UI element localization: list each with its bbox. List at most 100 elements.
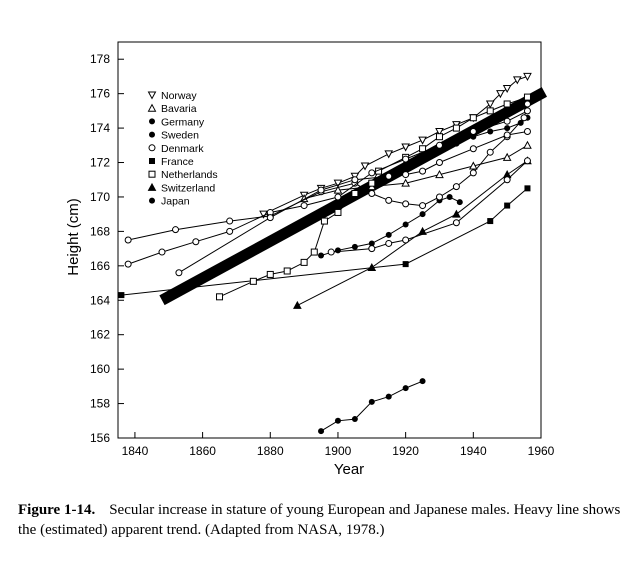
data-point (402, 236, 410, 244)
x-axis-title: Year (334, 461, 364, 478)
y-tick-label: 164 (90, 293, 110, 307)
data-point (504, 202, 511, 209)
data-point (402, 161, 409, 168)
legend-label: Denmark (161, 143, 204, 155)
y-tick-label: 176 (90, 87, 110, 101)
series-layer (118, 72, 548, 435)
series-sweden (402, 114, 531, 168)
legend-label: Sweden (161, 130, 199, 142)
data-point (300, 258, 308, 266)
legend-marker (149, 131, 155, 138)
y-tick-label: 170 (90, 190, 110, 204)
y-tick-label: 160 (90, 362, 110, 376)
data-point (300, 202, 308, 210)
legend-marker (149, 158, 155, 164)
data-point (402, 385, 409, 392)
data-point (502, 152, 512, 161)
axes: 1840 1860 1880 1900 1920 1940 1960 156 158 160 162… (90, 52, 555, 458)
series-switzerland (293, 156, 532, 309)
data-point (124, 236, 132, 244)
secular-height-chart: 1840 1860 1880 1900 1920 1940 1960 156 158 160 162… (65, 41, 555, 478)
data-point (118, 292, 125, 299)
data-point (419, 211, 426, 218)
data-point (334, 417, 341, 424)
data-point (487, 218, 494, 225)
legend-marker (149, 197, 155, 204)
series-bavaria (299, 140, 532, 203)
data-point (333, 179, 343, 188)
data-point (523, 128, 531, 136)
data-point (456, 199, 463, 206)
data-point (502, 84, 512, 94)
data-point (524, 185, 531, 192)
series-japan (318, 378, 426, 435)
legend-marker (147, 91, 157, 100)
data-point (517, 119, 524, 126)
data-point (192, 238, 200, 246)
data-point (446, 193, 453, 200)
data-point (469, 114, 477, 122)
legend-label: Norway (161, 90, 197, 102)
data-point (351, 243, 358, 250)
legend-marker (147, 103, 157, 112)
legend-label: Bavaria (161, 103, 197, 115)
data-point (351, 176, 359, 184)
data-point (468, 161, 478, 170)
data-point (523, 140, 532, 149)
series-line (303, 144, 528, 200)
data-point (327, 248, 335, 256)
data-point (334, 208, 342, 216)
legend-label: France (161, 156, 194, 168)
series-unlabeled-9 (124, 107, 531, 268)
data-point (470, 133, 477, 140)
data-point (368, 179, 376, 187)
y-tick-label: 158 (90, 397, 110, 411)
data-point (367, 262, 377, 272)
legend-marker (147, 182, 157, 191)
legend-label: Japan (161, 196, 190, 208)
data-point (226, 227, 234, 235)
data-point (435, 159, 443, 167)
x-tick-label: 1840 (122, 444, 149, 458)
legend-marker (148, 144, 156, 152)
data-point (334, 193, 342, 201)
data-point (419, 378, 426, 385)
data-point (402, 155, 410, 163)
data-point (418, 136, 427, 145)
data-point (172, 226, 180, 234)
data-point (360, 162, 370, 171)
data-point (318, 252, 325, 259)
data-point (487, 128, 494, 135)
legend-label: Germany (161, 116, 205, 128)
data-point (469, 128, 477, 136)
data-point (158, 248, 166, 256)
series-unlabeled-10 (175, 128, 531, 277)
data-point (368, 245, 376, 253)
series-line (297, 160, 528, 306)
data-point (486, 148, 494, 156)
data-point (368, 190, 376, 198)
data-point (419, 156, 426, 163)
data-point (402, 221, 409, 228)
data-point (452, 219, 460, 227)
data-point (124, 260, 132, 268)
data-point (293, 300, 302, 309)
y-tick-label: 174 (90, 121, 110, 135)
legend-marker (149, 118, 155, 125)
series-denmark (124, 100, 531, 244)
data-point (496, 90, 505, 99)
data-point (351, 190, 359, 198)
data-point (283, 267, 291, 275)
x-tick-label: 1940 (460, 444, 487, 458)
data-point (385, 239, 393, 247)
data-point (435, 170, 444, 179)
data-point (503, 131, 511, 139)
plot-frame (117, 41, 542, 439)
data-point (317, 186, 325, 194)
x-tick-label: 1920 (392, 444, 419, 458)
data-point (401, 178, 410, 187)
data-point (334, 247, 341, 254)
series-line (331, 160, 528, 253)
data-point (419, 167, 427, 175)
data-point (266, 214, 274, 222)
